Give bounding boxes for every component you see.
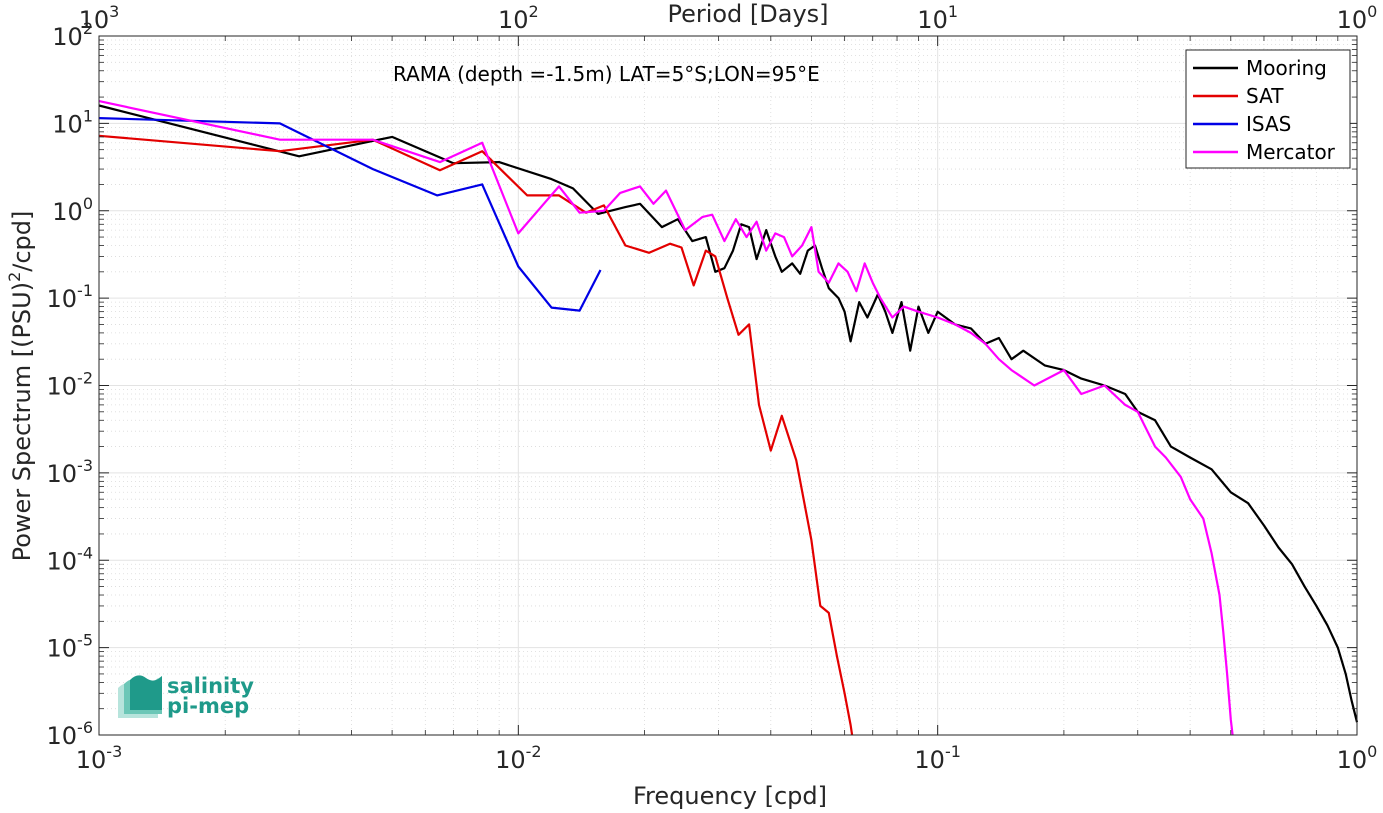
- y-axis-label-suffix: /cpd]: [8, 211, 36, 272]
- legend-label-mooring: Mooring: [1246, 56, 1327, 80]
- logo-wave-icon: [118, 675, 162, 718]
- salinity-pi-mep-logo: salinity pi-mep: [118, 674, 254, 718]
- series-line-sat: [98, 134, 854, 736]
- x-tick-label: 10-1: [914, 742, 961, 774]
- legend-label-mercator: Mercator: [1246, 140, 1336, 164]
- top-tick-label: 100: [1337, 2, 1378, 34]
- plot-frame: [98, 35, 1358, 736]
- y-tick-label: 10-1: [47, 281, 94, 313]
- x-axis-label: Frequency [cpd]: [633, 782, 827, 809]
- x-tick-label: 10-2: [495, 742, 542, 774]
- y-tick-label: 10-2: [47, 369, 94, 401]
- x-tick-label: 10-3: [76, 742, 123, 774]
- y-tick-label: 10-6: [47, 718, 94, 750]
- y-tick-label: 102: [52, 19, 93, 51]
- y-tick-label: 101: [52, 106, 93, 138]
- chart-annotation: RAMA (depth =-1.5m) LAT=5°S;LON=95°E: [393, 62, 820, 86]
- y-axis-label-sup: 2: [5, 272, 24, 282]
- y-axis-label-prefix: Power Spectrum [(PSU): [8, 282, 36, 561]
- legend-items: Mooring SAT ISAS Mercator: [1193, 56, 1336, 164]
- logo-line2: pi-mep: [167, 694, 249, 718]
- top-x-axis-label: Period [Days]: [667, 0, 828, 28]
- legend-label-isas: ISAS: [1246, 112, 1291, 136]
- top-tick-label: 101: [917, 2, 958, 34]
- legend-label-sat: SAT: [1246, 84, 1284, 108]
- y-tick-label: 100: [52, 194, 93, 226]
- series-layer: [98, 100, 1359, 736]
- top-tick-label: 102: [498, 2, 539, 34]
- legend: Mooring SAT ISAS Mercator: [1185, 49, 1351, 169]
- y-tick-label: 10-4: [47, 543, 94, 575]
- y-axis-label: Power Spectrum [(PSU)2/cpd]: [5, 211, 36, 562]
- legend-box: [1185, 49, 1351, 169]
- y-tick-label: 10-5: [47, 631, 94, 663]
- logo-line1: salinity: [167, 674, 254, 698]
- top-tick-label: 103: [79, 2, 120, 34]
- series-line-mercator: [98, 100, 1234, 736]
- y-tick-label: 10-3: [47, 456, 94, 488]
- x-tick-label: 100: [1337, 742, 1378, 774]
